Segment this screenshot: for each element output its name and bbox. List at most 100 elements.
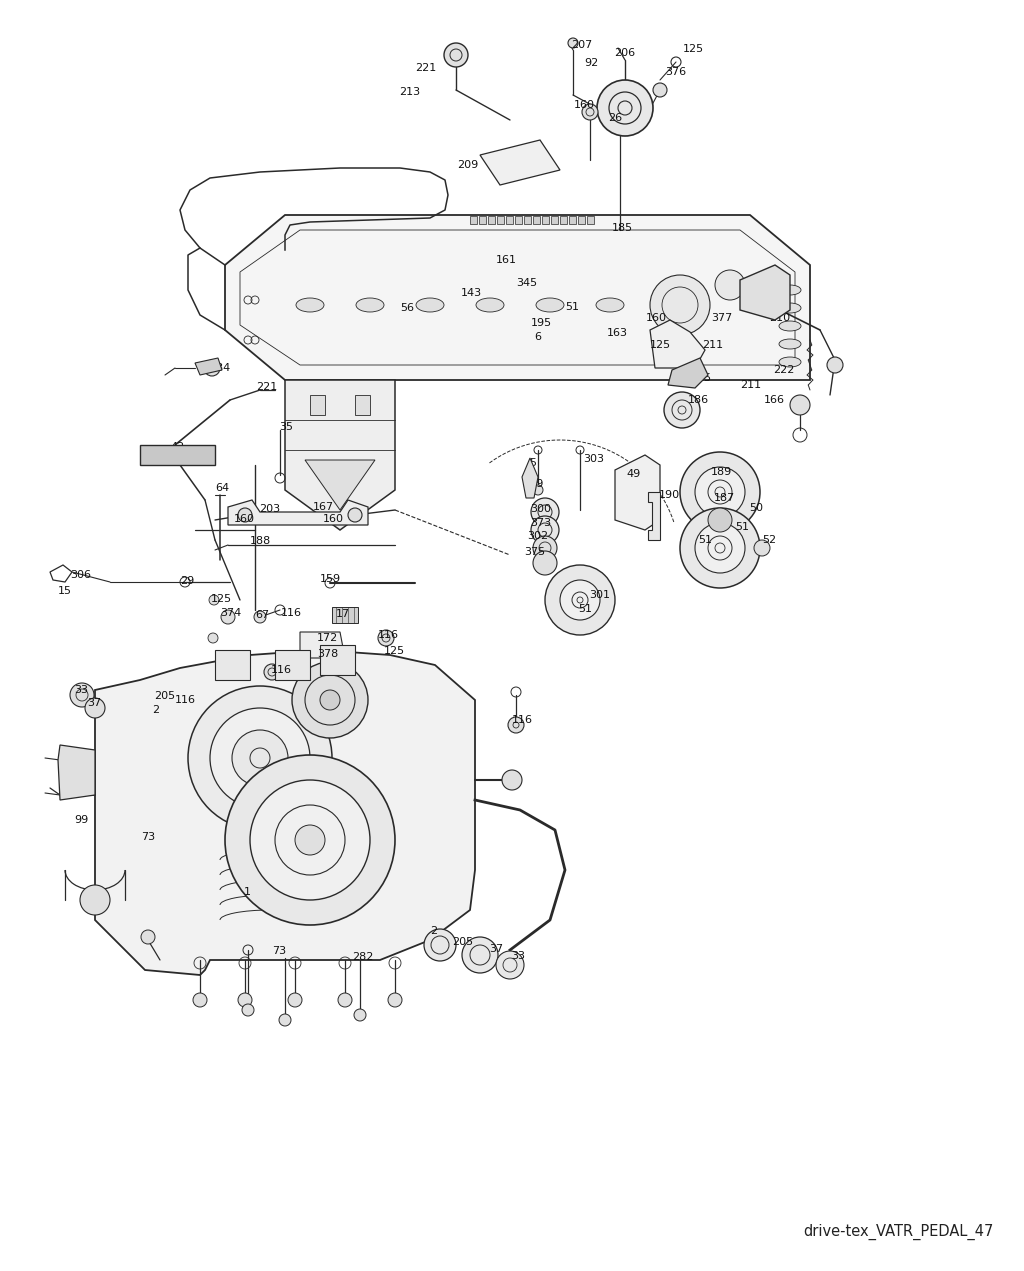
Text: 377: 377	[711, 313, 732, 323]
Text: 188: 188	[250, 536, 271, 547]
Circle shape	[80, 885, 110, 915]
Circle shape	[582, 104, 598, 119]
Circle shape	[348, 508, 362, 522]
Circle shape	[708, 508, 732, 533]
Polygon shape	[215, 649, 250, 680]
Text: 205: 205	[154, 691, 175, 702]
Circle shape	[695, 522, 745, 573]
Polygon shape	[305, 460, 375, 510]
Text: 33: 33	[74, 685, 88, 695]
Circle shape	[209, 595, 219, 605]
Text: 186: 186	[688, 395, 710, 405]
Text: 299: 299	[522, 479, 544, 489]
Circle shape	[193, 993, 207, 1007]
Text: 116: 116	[175, 695, 196, 705]
Text: 303: 303	[583, 454, 604, 464]
Polygon shape	[650, 320, 705, 369]
Circle shape	[204, 360, 220, 376]
Ellipse shape	[779, 357, 801, 367]
Circle shape	[650, 275, 710, 336]
Text: 49: 49	[626, 469, 640, 479]
Text: 211: 211	[740, 380, 761, 390]
Text: 125: 125	[211, 594, 232, 604]
Circle shape	[232, 730, 288, 785]
Text: 376: 376	[665, 67, 686, 78]
Circle shape	[424, 929, 456, 961]
Text: 209: 209	[457, 160, 478, 170]
Text: 51: 51	[735, 522, 749, 533]
Polygon shape	[515, 216, 522, 224]
Text: 221: 221	[256, 383, 278, 391]
Text: 56: 56	[400, 302, 414, 313]
Text: 17: 17	[336, 609, 350, 619]
Circle shape	[545, 566, 615, 636]
Circle shape	[790, 395, 810, 416]
Polygon shape	[578, 216, 585, 224]
Text: 116: 116	[271, 665, 292, 675]
Text: 26: 26	[608, 113, 623, 123]
Polygon shape	[497, 216, 504, 224]
Circle shape	[319, 690, 340, 710]
Ellipse shape	[536, 297, 564, 311]
Polygon shape	[228, 500, 368, 525]
Polygon shape	[542, 216, 549, 224]
Text: 73: 73	[272, 946, 286, 956]
Text: 92: 92	[584, 58, 598, 69]
Text: 214: 214	[740, 290, 761, 300]
Polygon shape	[524, 216, 531, 224]
Text: 160: 160	[646, 313, 667, 323]
Text: 213: 213	[399, 86, 420, 97]
Text: 50: 50	[749, 503, 763, 513]
Text: 143: 143	[461, 289, 482, 297]
Polygon shape	[480, 140, 560, 186]
Polygon shape	[560, 216, 567, 224]
Polygon shape	[332, 608, 358, 623]
Circle shape	[531, 516, 559, 544]
Circle shape	[338, 993, 352, 1007]
Polygon shape	[522, 458, 538, 498]
Polygon shape	[668, 358, 708, 388]
Circle shape	[221, 610, 234, 624]
Text: 211: 211	[702, 341, 723, 350]
Text: 222: 222	[773, 365, 795, 375]
Text: 306: 306	[70, 569, 91, 580]
Text: 29: 29	[180, 576, 195, 586]
Text: 190: 190	[659, 491, 680, 500]
Circle shape	[354, 1009, 366, 1021]
Text: 160: 160	[323, 513, 344, 524]
Polygon shape	[355, 395, 370, 416]
Text: 125: 125	[650, 341, 671, 350]
Circle shape	[502, 770, 522, 791]
Circle shape	[597, 80, 653, 136]
Text: 67: 67	[255, 610, 269, 620]
Text: 159: 159	[319, 574, 341, 583]
Circle shape	[653, 83, 667, 97]
Circle shape	[242, 1004, 254, 1016]
Circle shape	[225, 755, 395, 925]
Text: 1: 1	[244, 887, 251, 897]
Text: 37: 37	[87, 698, 101, 708]
Ellipse shape	[779, 322, 801, 330]
Text: 52: 52	[762, 535, 776, 545]
Circle shape	[250, 780, 370, 900]
Ellipse shape	[416, 297, 444, 311]
Polygon shape	[195, 358, 222, 375]
Text: 187: 187	[714, 493, 735, 503]
Polygon shape	[319, 644, 355, 675]
Polygon shape	[310, 395, 325, 416]
Text: 160: 160	[234, 513, 255, 524]
Polygon shape	[285, 380, 395, 530]
Text: 282: 282	[352, 952, 374, 962]
Text: 210: 210	[769, 313, 791, 323]
Circle shape	[279, 1014, 291, 1026]
Polygon shape	[506, 216, 513, 224]
Text: 221: 221	[415, 64, 436, 72]
Text: 302: 302	[527, 531, 548, 541]
Text: 73: 73	[141, 833, 155, 841]
Text: 64: 64	[215, 483, 229, 493]
Text: 184: 184	[210, 364, 231, 372]
Circle shape	[754, 540, 770, 555]
Polygon shape	[615, 455, 660, 530]
Polygon shape	[470, 216, 477, 224]
Circle shape	[292, 662, 368, 738]
